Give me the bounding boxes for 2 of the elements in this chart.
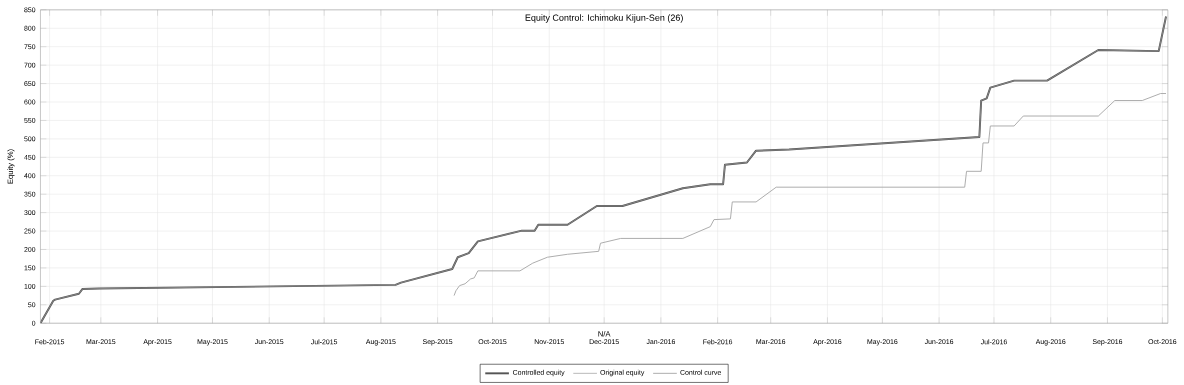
line-series bbox=[453, 92, 1167, 296]
chart-title: Equity Control: Ichimoku Kijun-Sen (26) bbox=[525, 14, 683, 23]
